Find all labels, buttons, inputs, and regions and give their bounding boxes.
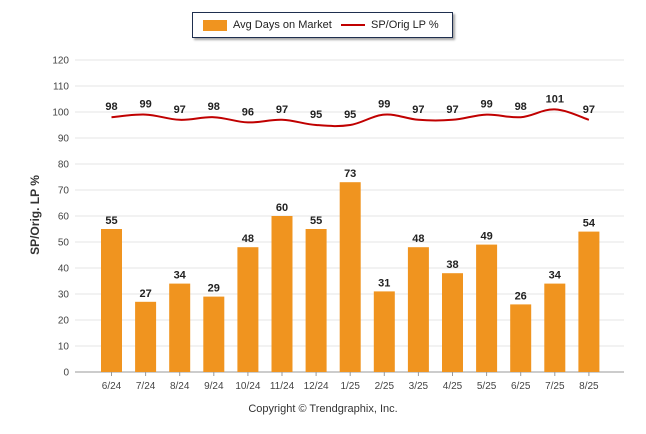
bar	[339, 182, 361, 372]
bar-data-label: 55	[105, 215, 117, 227]
line-data-label: 98	[208, 101, 220, 113]
line-data-label: 96	[242, 106, 254, 118]
y-tick-label: 60	[58, 212, 70, 223]
y-tick-label: 110	[53, 82, 69, 93]
bar-data-label: 73	[344, 168, 356, 180]
bar-data-label: 48	[412, 233, 424, 245]
line-data-label: 97	[174, 104, 186, 116]
legend-item-bar: Avg Days on Market	[203, 19, 332, 31]
line-data-label: 95	[344, 109, 356, 121]
bar-data-label: 26	[515, 290, 527, 302]
line-data-label: 98	[515, 101, 527, 113]
x-tick-label: 1/25	[340, 381, 360, 392]
legend: Avg Days on Market SP/Orig LP %	[192, 12, 453, 38]
x-tick-label: 7/25	[545, 381, 565, 392]
bar	[510, 304, 532, 372]
bar	[101, 229, 122, 372]
bar-data-label: 60	[276, 202, 288, 214]
bar-data-label: 27	[139, 288, 151, 300]
bar	[544, 283, 566, 372]
y-tick-label: 30	[58, 290, 70, 301]
bar-data-label: 48	[242, 233, 254, 245]
bar	[135, 301, 157, 372]
copyright-text: Copyright © Trendgraphix, Inc.	[248, 403, 398, 415]
x-axis-ticks: 6/24 7/24 8/24 9/24 10/24 11/24 12/24 1/25 2/25 3…	[102, 372, 599, 392]
line-data-label: 97	[412, 104, 424, 116]
bar-series	[101, 182, 600, 372]
legend-bar-swatch	[203, 19, 227, 31]
line-data-label: 97	[276, 104, 288, 116]
y-axis-ticks: 0 10 20 30 40 50 60 70 80 90 100 110 120	[52, 56, 69, 379]
bar-data-label: 34	[549, 270, 562, 282]
y-tick-label: 120	[52, 56, 69, 67]
line-data-label: 95	[310, 109, 322, 121]
line-data-label: 99	[139, 99, 151, 111]
x-tick-label: 10/24	[235, 381, 260, 392]
x-tick-label: 3/25	[409, 381, 429, 392]
legend-item-line: SP/Orig LP %	[341, 19, 439, 31]
x-tick-label: 2/25	[375, 381, 395, 392]
y-tick-label: 90	[58, 134, 70, 145]
x-tick-label: 8/25	[579, 381, 599, 392]
bar	[442, 273, 463, 372]
y-tick-label: 10	[58, 342, 70, 353]
bar-data-label: 38	[446, 259, 458, 271]
line-data-label: 99	[480, 99, 492, 111]
bar	[169, 283, 191, 372]
bar-data-label: 34	[174, 270, 187, 282]
x-tick-label: 11/24	[270, 381, 295, 392]
y-axis-label: SP/Orig. LP %	[28, 175, 42, 255]
x-tick-label: 7/24	[136, 381, 156, 392]
bar	[407, 247, 429, 372]
bar-data-label: 54	[583, 218, 596, 230]
x-tick-label: 6/24	[102, 381, 122, 392]
line-data-label: 97	[446, 104, 458, 116]
legend-bar-label: Avg Days on Market	[233, 19, 332, 31]
y-tick-label: 20	[58, 316, 70, 327]
y-tick-label: 70	[58, 186, 70, 197]
x-tick-label: 6/25	[511, 381, 531, 392]
bar	[203, 296, 225, 372]
bar-data-label: 49	[480, 231, 492, 243]
bar	[373, 291, 395, 372]
bar-data-labels: 55 27 34 29 48 60 55 73 31 48 38 49 26 34 54	[105, 168, 596, 302]
x-tick-label: 9/24	[204, 381, 224, 392]
bar-data-label: 55	[310, 215, 322, 227]
y-tick-label: 100	[52, 108, 69, 119]
x-tick-label: 8/24	[170, 381, 190, 392]
bar	[271, 216, 293, 372]
y-tick-label: 80	[58, 160, 70, 171]
line-data-labels: 98 99 97 98 96 97 95 95 99 97 97 99 98 101 97	[105, 93, 595, 121]
x-tick-label: 12/24	[304, 381, 329, 392]
legend-line-label: SP/Orig LP %	[371, 19, 439, 31]
bar	[305, 229, 327, 372]
y-tick-label: 50	[58, 238, 70, 249]
x-tick-label: 5/25	[477, 381, 497, 392]
y-tick-label: 40	[58, 264, 70, 275]
line-series	[111, 108, 590, 128]
line-data-label: 99	[378, 99, 390, 111]
x-tick-label: 4/25	[443, 381, 463, 392]
bar	[578, 231, 600, 372]
bar	[237, 247, 259, 372]
bar-data-label: 31	[378, 277, 390, 289]
legend-line-swatch	[341, 24, 365, 26]
bar-data-label: 29	[208, 283, 220, 295]
line-data-label: 98	[105, 101, 117, 113]
line-data-label: 101	[546, 93, 564, 105]
bar	[476, 244, 498, 372]
y-tick-label: 0	[63, 368, 69, 379]
line-data-label: 97	[583, 104, 595, 116]
